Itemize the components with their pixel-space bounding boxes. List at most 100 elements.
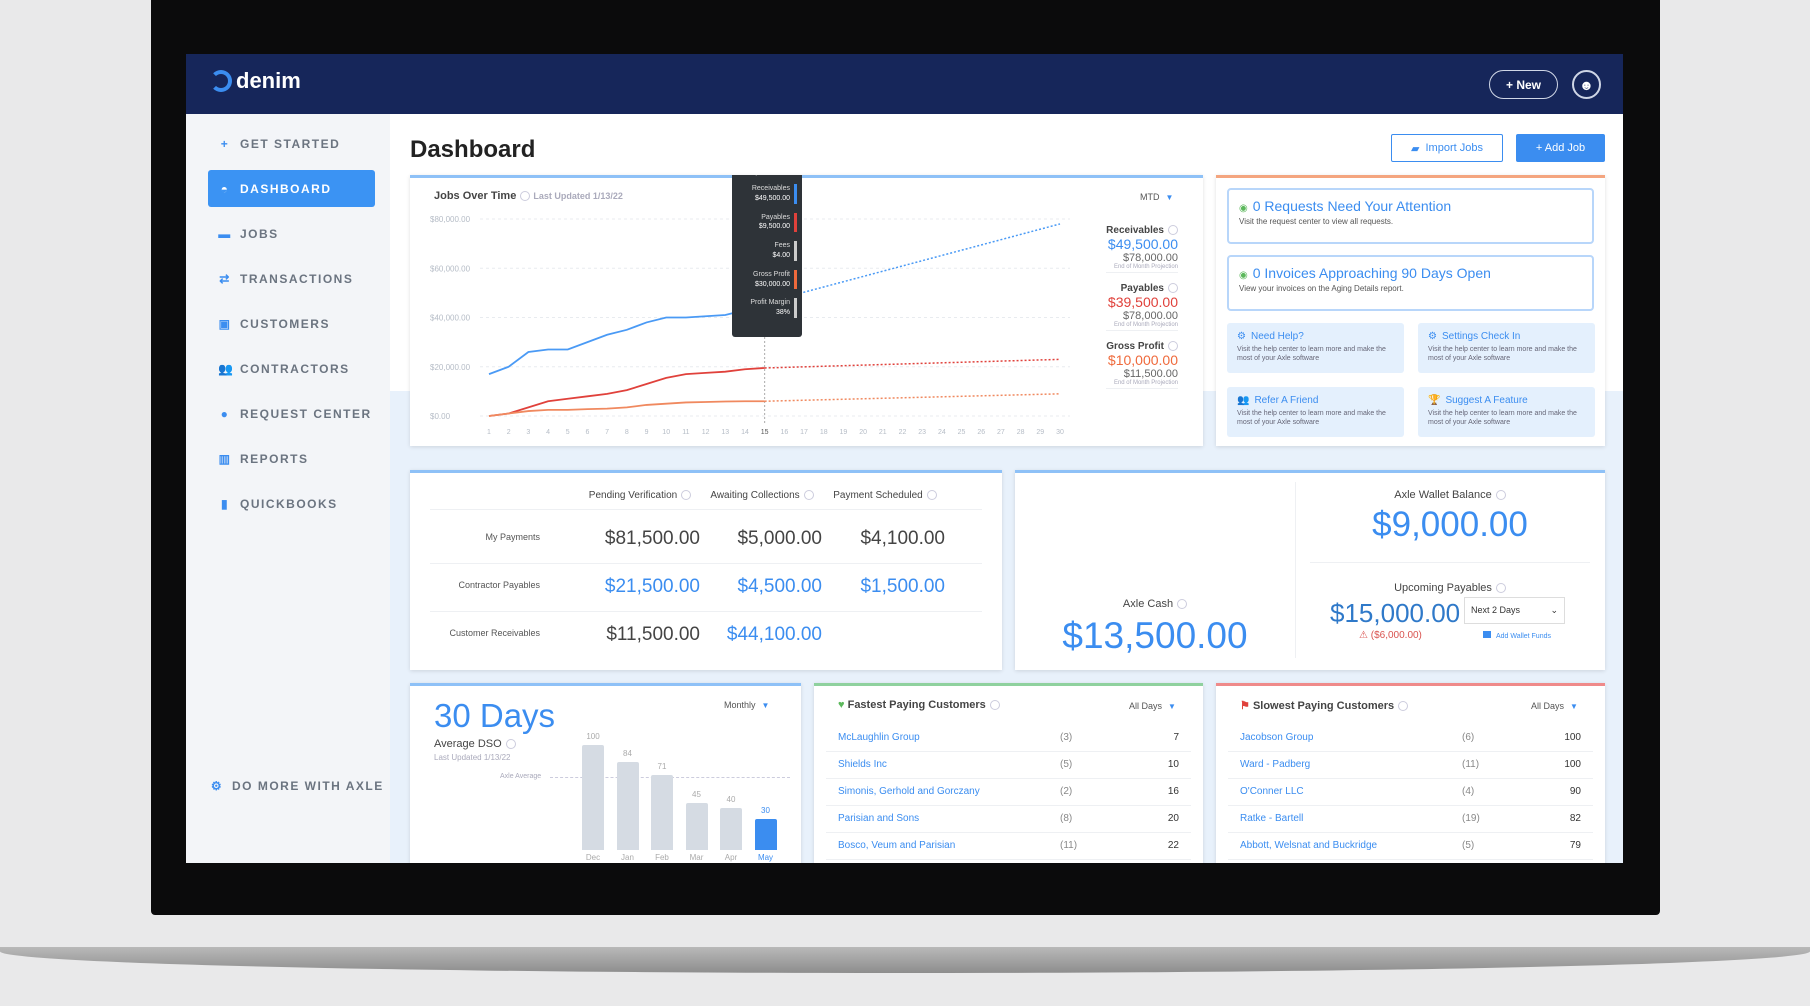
alert-card[interactable]: ◉ 0 Requests Need Your Attention Visit the… (1227, 188, 1594, 244)
dso-bar[interactable] (582, 745, 604, 850)
customer-name-link[interactable]: O'Conner LLC (1240, 786, 1304, 797)
payment-value[interactable]: $1,500.00 (860, 576, 945, 597)
bar-value-label: 100 (586, 732, 600, 741)
info-icon[interactable] (926, 490, 937, 501)
sidebar-item-quickbooks[interactable]: ▮ QUICKBOOKS (208, 485, 375, 522)
import-jobs-button[interactable]: ▰ Import Jobs (1391, 134, 1503, 162)
sidebar-item-dashboard[interactable]: ◓ DASHBOARD (208, 170, 375, 207)
payments-panel: Pending Verification Awaiting Collections… (410, 470, 1002, 670)
info-icon[interactable] (1495, 490, 1506, 501)
x-tick-label: 18 (820, 429, 828, 436)
sidebar-item-jobs[interactable]: ▬ JOBS (208, 215, 375, 252)
customer-name-link[interactable]: McLaughlin Group (838, 732, 920, 743)
customer-name-link[interactable]: Shields Inc (838, 759, 887, 770)
x-tick-label: 27 (997, 429, 1005, 436)
sidebar-item-request-center[interactable]: ● REQUEST CENTER (208, 395, 375, 432)
alert-card[interactable]: ◉ 0 Invoices Approaching 90 Days Open View… (1227, 255, 1594, 311)
request-icon: ● (220, 406, 230, 421)
customer-row: Parisian and Sons (8) 20 (826, 805, 1191, 833)
tile-text: Visit the help center to learn more and … (1237, 346, 1386, 363)
alert-title-text: 0 Requests Need Your Attention (1252, 198, 1452, 214)
customer-name-link[interactable]: Abbott, Welsnat and Buckridge (1240, 840, 1378, 851)
info-icon[interactable] (505, 739, 516, 750)
sidebar-item-contractors[interactable]: 👥 CONTRACTORS (208, 350, 375, 387)
tile-title: ⚙ Settings Check In (1428, 331, 1585, 342)
axle-cash-label: Axle Cash (1015, 598, 1295, 610)
summary-note: End of Month Projection (1113, 264, 1178, 270)
info-icon[interactable] (1398, 701, 1409, 712)
caret-down-icon: ▼ (1165, 192, 1174, 202)
info-icon[interactable] (803, 490, 814, 501)
sidebar-item-get-started[interactable]: + GET STARTED (208, 125, 375, 162)
fastest-period-dropdown[interactable]: All Days ▼ (1129, 701, 1176, 711)
tile-refer-a-friend[interactable]: 👥 Refer A Friend Visit the help center to … (1227, 387, 1404, 437)
dso-bar[interactable] (616, 761, 639, 850)
info-icon[interactable] (681, 490, 692, 501)
days-to-pay: 100 (1564, 732, 1581, 743)
tile-suggest-a-feature[interactable]: 🏆 Suggest A Feature Visit the help center … (1418, 387, 1595, 437)
info-icon[interactable] (1168, 225, 1178, 236)
customer-row: Ward - Padberg (11) 100 (1228, 751, 1593, 779)
sidebar-footer[interactable]: ⚙ DO MORE WITH AXLE (200, 767, 390, 804)
dso-bar[interactable] (651, 775, 673, 850)
user-icon[interactable]: ☻ (1572, 70, 1601, 99)
add-wallet-funds-link[interactable]: Add Wallet Funds (1483, 631, 1551, 640)
period-dropdown[interactable]: MTD ▼ (1140, 192, 1173, 202)
sidebar-item-transactions[interactable]: ⇄ TRANSACTIONS (208, 260, 375, 297)
sidebar-item-reports[interactable]: ▥ REPORTS (208, 440, 375, 477)
tile-need-help-[interactable]: ⚙ Need Help? Visit the help center to lear… (1227, 323, 1404, 373)
payment-value[interactable]: $4,500.00 (737, 576, 822, 597)
y-tick-label: $20,000.00 (430, 363, 471, 372)
tile-settings-check-in[interactable]: ⚙ Settings Check In Visit the help center … (1418, 323, 1595, 373)
customer-name-link[interactable]: Bosco, Veum and Parisian (838, 840, 956, 851)
add-job-button[interactable]: + Add Job (1516, 134, 1605, 162)
dso-bar[interactable] (685, 802, 708, 850)
logo[interactable]: denim (210, 68, 301, 94)
alert-title: ◉ 0 Invoices Approaching 90 Days Open (1239, 265, 1582, 281)
slowest-period-dropdown[interactable]: All Days ▼ (1531, 701, 1578, 711)
bar-category-label: Mar (689, 853, 704, 862)
info-icon[interactable] (520, 191, 531, 202)
info-icon[interactable] (989, 700, 1000, 711)
x-tick-label: 30 (1056, 429, 1064, 436)
x-tick-label: 29 (1036, 429, 1044, 436)
info-icon[interactable] (1177, 599, 1188, 610)
top-bar: denim + New ☻ (186, 54, 1623, 114)
upcoming-payables-value: $15,000.00 (1330, 598, 1461, 628)
projection-line (764, 393, 1061, 402)
payment-value[interactable]: $44,100.00 (726, 624, 822, 645)
payment-value[interactable]: $5,000.00 (737, 528, 822, 549)
bar-value-label: 84 (623, 748, 632, 758)
sidebar-item-label: DASHBOARD (240, 181, 332, 196)
tooltip-row: Gross Profit $30,000.00 (737, 269, 797, 290)
customer-name-link[interactable]: Ratke - Bartell (1240, 813, 1304, 824)
sidebar-item-customers[interactable]: ▣ CUSTOMERS (208, 305, 375, 342)
slowest-paying-panel: ⚑ Slowest Paying Customers All Days ▼ Jac… (1216, 683, 1605, 863)
fastest-period-value: All Days (1129, 701, 1163, 711)
check-circle-icon: ◉ (1239, 203, 1248, 214)
payment-value[interactable]: $81,500.00 (604, 528, 700, 549)
dso-bar[interactable] (754, 818, 777, 850)
dso-bar[interactable] (720, 808, 742, 850)
info-icon[interactable] (1168, 283, 1178, 294)
new-button[interactable]: + New (1489, 70, 1558, 99)
customer-row: Jacobson Group (6) 100 (1228, 724, 1593, 752)
range-select[interactable]: Next 2 Days ⌄ (1464, 597, 1565, 624)
customer-name-link[interactable]: Parisian and Sons (838, 813, 920, 824)
customer-name-link[interactable]: Jacobson Group (1240, 732, 1314, 743)
info-icon[interactable] (1168, 341, 1178, 352)
payment-value[interactable]: $11,500.00 (606, 624, 700, 645)
dso-period-dropdown[interactable]: Monthly ▼ (724, 700, 769, 710)
divider (1310, 562, 1590, 563)
summary-note: End of Month Projection (1113, 322, 1178, 328)
customer-row: Shields Inc (5) 10 (826, 751, 1191, 779)
payment-value[interactable]: $21,500.00 (604, 576, 700, 597)
info-icon[interactable] (1495, 583, 1506, 594)
customer-name-link[interactable]: Ward - Padberg (1240, 759, 1311, 770)
fastest-title: Fastest Paying Customers (847, 699, 986, 711)
customer-name-link[interactable]: Simonis, Gerhold and Gorczany (838, 786, 980, 797)
jobs-line-chart[interactable]: $80,000.00 $60,000.00 $40,000.00 $20,000.00… (410, 175, 1203, 446)
x-tick-label: 26 (977, 429, 985, 436)
invoice-count: (11) (1462, 759, 1480, 770)
payment-value[interactable]: $4,100.00 (860, 528, 945, 549)
